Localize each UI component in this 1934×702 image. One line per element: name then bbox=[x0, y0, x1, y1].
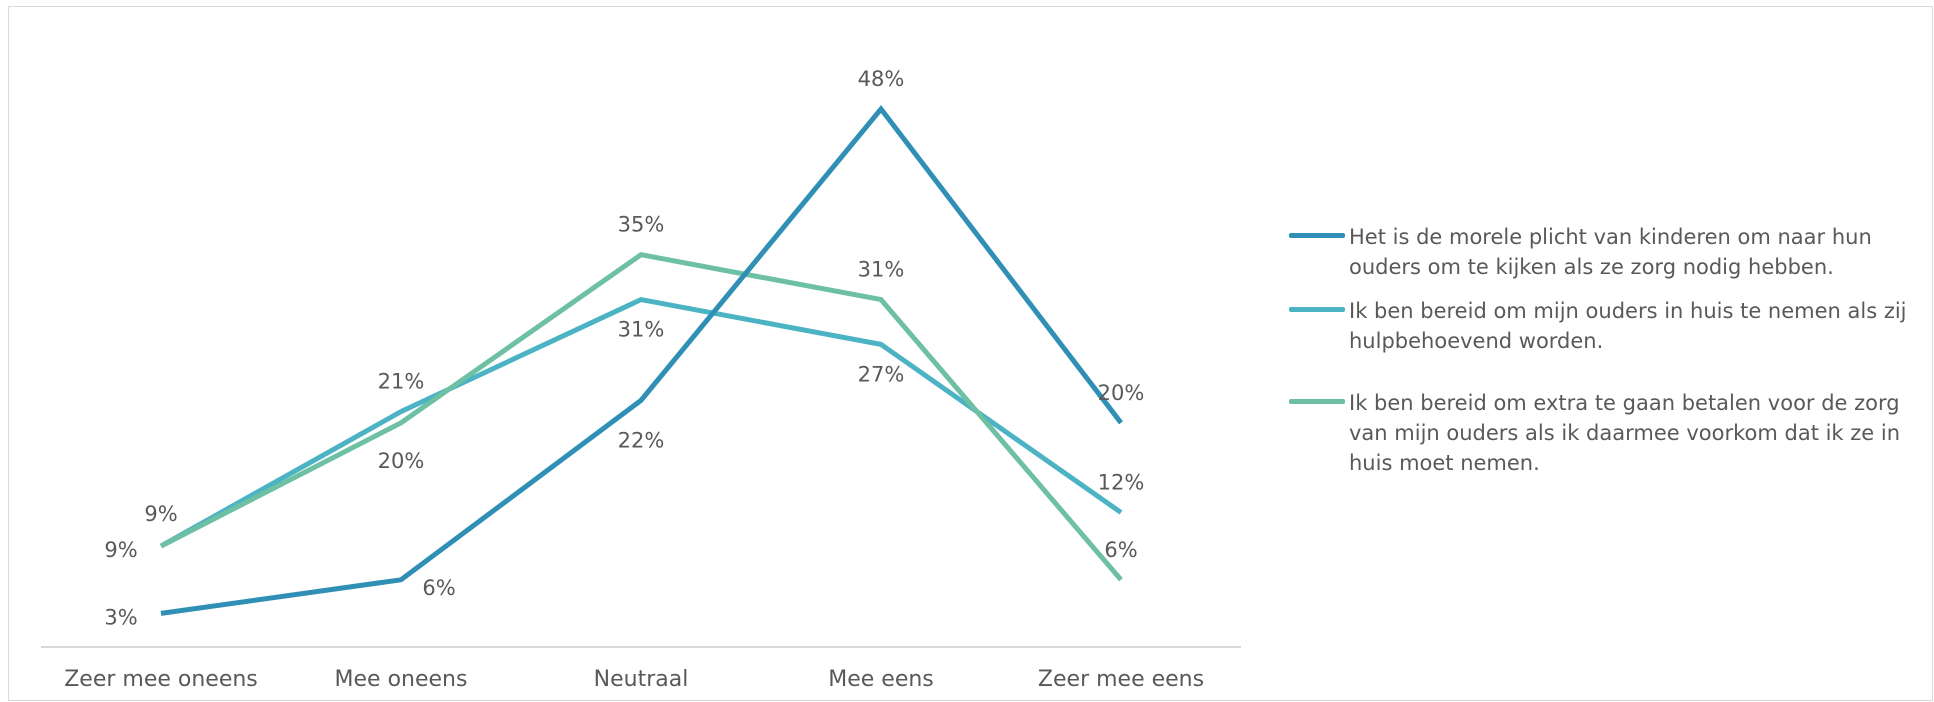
data-label: 6% bbox=[422, 576, 455, 600]
data-label: 22% bbox=[618, 428, 665, 452]
chart-frame: Zeer mee oneens Mee oneens Neutraal Mee een… bbox=[8, 6, 1933, 701]
x-tick-label: Mee eens bbox=[828, 667, 934, 692]
data-label: 20% bbox=[1098, 381, 1145, 405]
legend-swatch-1 bbox=[1289, 233, 1345, 238]
data-label: 20% bbox=[378, 449, 425, 473]
x-axis: Zeer mee oneens Mee oneens Neutraal Mee een… bbox=[41, 646, 1241, 692]
data-label: 6% bbox=[1104, 538, 1137, 562]
legend: Het is de morele plicht van kinderen om … bbox=[1289, 222, 1929, 492]
series-line-3 bbox=[159, 252, 1123, 582]
data-labels: 3% 6% 22% 48% 20% 9% 21% 31% 27% 12% 9% 20% 35% 31% 6% bbox=[104, 67, 1144, 629]
data-label: 48% bbox=[858, 67, 905, 91]
series-line-2 bbox=[159, 296, 1123, 549]
legend-swatch-3 bbox=[1289, 399, 1345, 404]
line-chart: Zeer mee oneens Mee oneens Neutraal Mee een… bbox=[41, 67, 1241, 692]
data-label: 9% bbox=[144, 502, 177, 526]
data-label: 21% bbox=[378, 370, 425, 394]
data-label: 35% bbox=[618, 213, 665, 237]
data-label: 27% bbox=[858, 362, 905, 386]
data-label: 12% bbox=[1098, 471, 1145, 495]
x-tick-label: Zeer mee oneens bbox=[64, 667, 258, 692]
legend-swatch-2 bbox=[1289, 307, 1345, 312]
legend-label-3: Ik ben bereid om extra te gaan betalen v… bbox=[1349, 391, 1901, 475]
data-label: 31% bbox=[618, 318, 665, 342]
data-label: 31% bbox=[858, 258, 905, 282]
legend-item-1: Het is de morele plicht van kinderen om … bbox=[1289, 222, 1929, 282]
legend-label-2: Ik ben bereid om mijn ouders in huis te … bbox=[1349, 299, 1907, 353]
series-lines bbox=[159, 104, 1123, 616]
x-tick-label: Mee oneens bbox=[335, 667, 468, 692]
x-tick-label: Zeer mee eens bbox=[1038, 667, 1204, 692]
x-tick-label: Neutraal bbox=[594, 667, 689, 692]
data-label: 9% bbox=[104, 538, 137, 562]
series-line-1 bbox=[160, 104, 1123, 616]
data-label: 3% bbox=[104, 605, 137, 629]
legend-label-1: Het is de morele plicht van kinderen om … bbox=[1349, 225, 1872, 279]
legend-item-2: Ik ben bereid om mijn ouders in huis te … bbox=[1289, 296, 1929, 356]
legend-item-3: Ik ben bereid om extra te gaan betalen v… bbox=[1289, 388, 1929, 478]
